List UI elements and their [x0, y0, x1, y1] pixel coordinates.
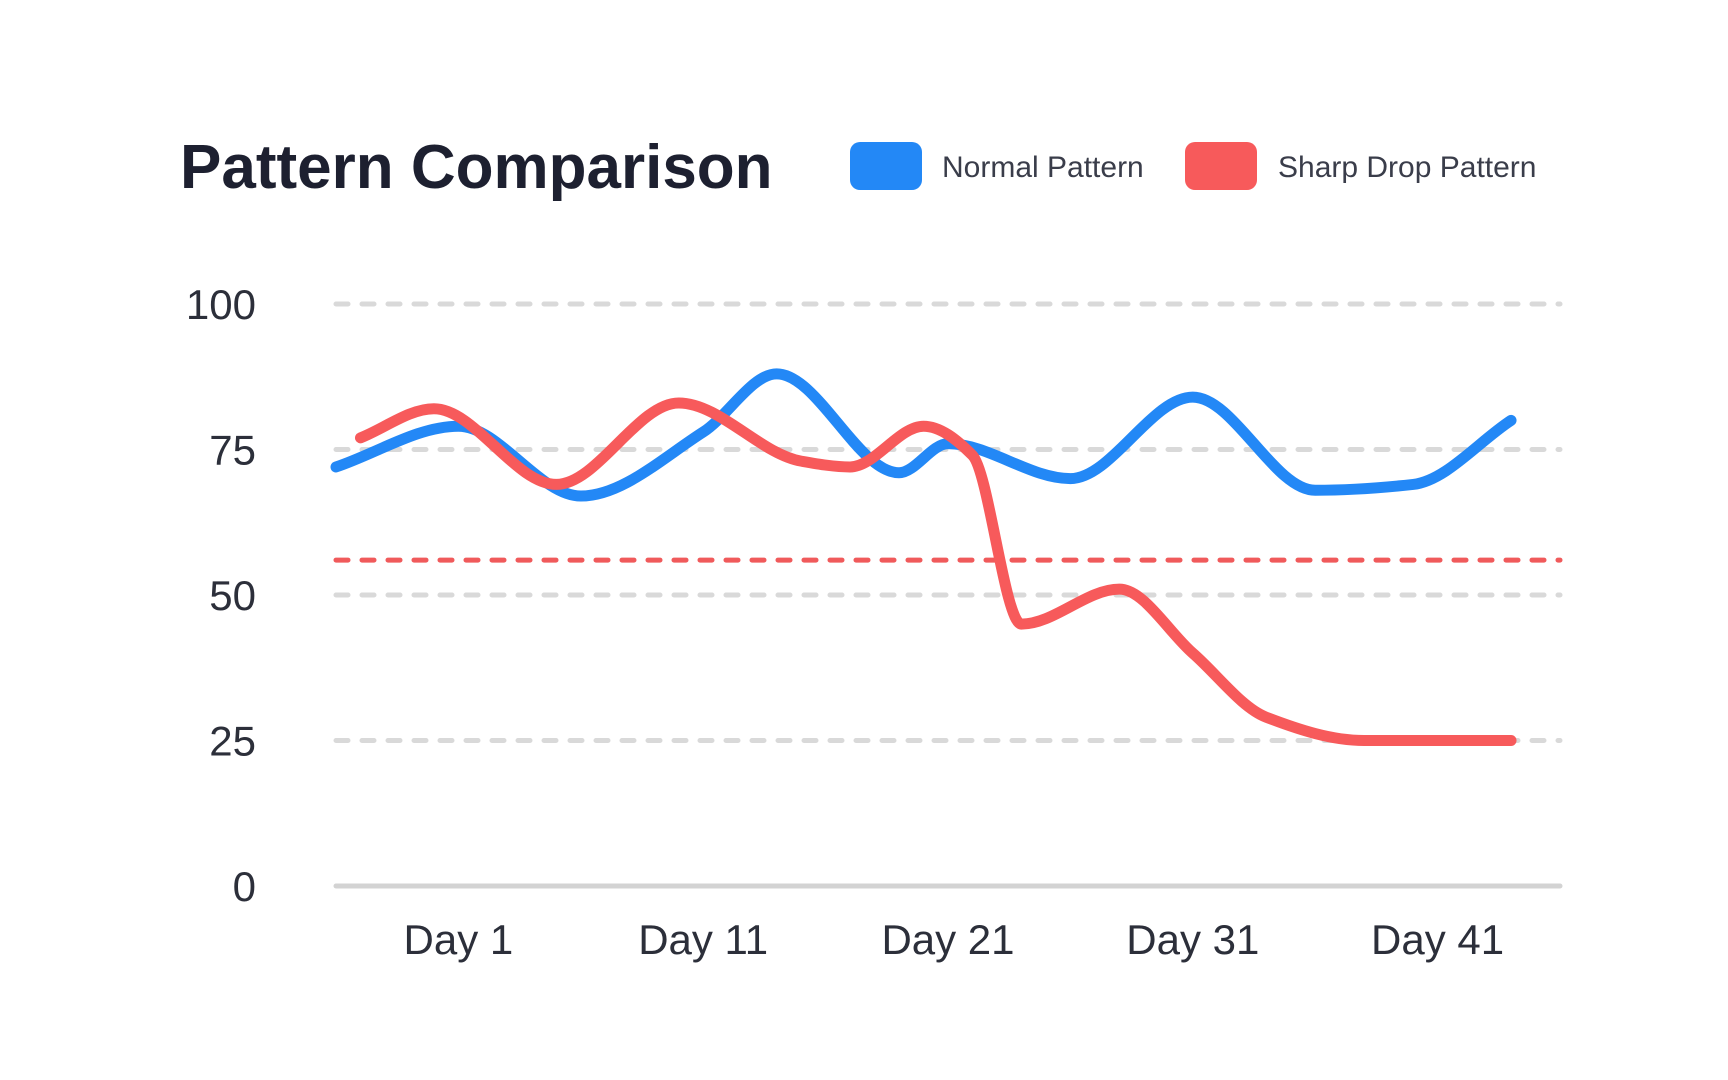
y-tick-label: 25 — [209, 718, 256, 765]
x-tick-label: Day 11 — [638, 916, 768, 963]
legend-swatch-sharp-drop — [1185, 142, 1257, 190]
x-tick-label: Day 41 — [1371, 916, 1504, 963]
x-tick-label: Day 21 — [881, 916, 1014, 963]
y-tick-label: 100 — [186, 281, 256, 328]
y-tick-label: 0 — [233, 863, 256, 910]
chart-title: Pattern Comparison — [180, 133, 773, 202]
y-axis: 0 25 50 75 100 — [186, 281, 256, 910]
plot-area — [330, 368, 1517, 747]
x-tick-label: Day 1 — [404, 916, 514, 963]
legend-label-sharp-drop: Sharp Drop Pattern — [1278, 151, 1536, 184]
legend-swatch-normal — [850, 142, 922, 190]
y-tick-label: 50 — [209, 572, 256, 619]
legend-label-normal: Normal Pattern — [942, 151, 1144, 184]
series-line-normal — [330, 368, 1517, 502]
grid — [333, 301, 1563, 889]
y-tick-label: 75 — [209, 427, 256, 474]
x-tick-label: Day 31 — [1126, 916, 1259, 963]
x-axis: Day 1 Day 11 Day 21 Day 31 Day 41 — [404, 916, 1505, 963]
legend: Normal Pattern Sharp Drop Pattern — [850, 142, 1536, 190]
series-line-sharp-drop — [354, 397, 1517, 747]
